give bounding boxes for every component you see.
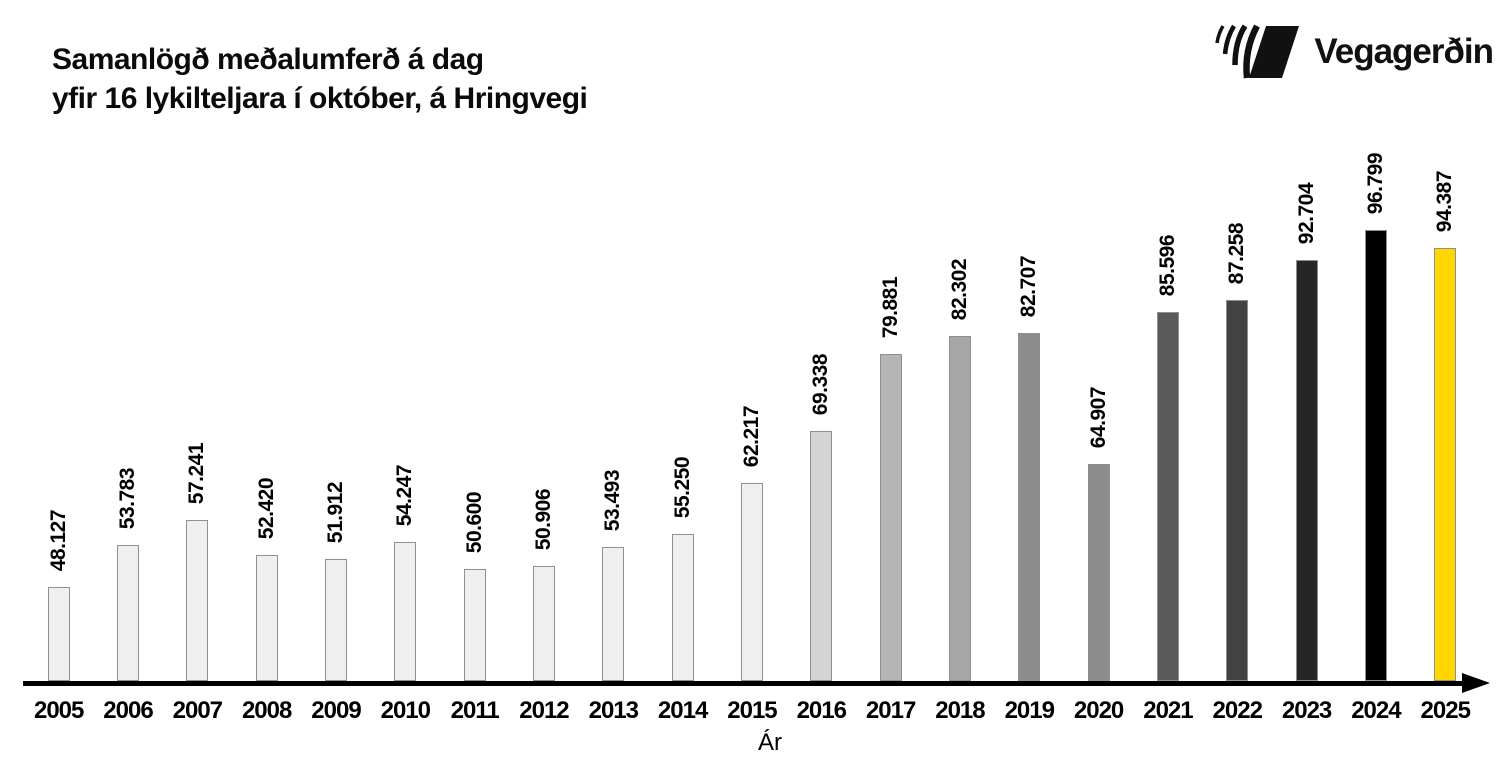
bar-column-2016: 69.338 (787, 130, 856, 681)
bar-plot-area: 48.127 53.783 57.241 52.420 51.912 54.247 50.6… (24, 130, 1480, 681)
bar-2006 (116, 545, 139, 681)
bar-2023 (1295, 260, 1318, 681)
bar-2018 (948, 336, 971, 681)
year-label-2019: 2019 (1004, 697, 1055, 724)
bar-value-label-2022: 87.258 (1225, 222, 1249, 284)
bar-value-label-2014: 55.250 (670, 456, 694, 518)
year-label-2009: 2009 (311, 697, 361, 724)
bar-2021 (1156, 312, 1179, 681)
chart-title-line1: Samanlögð meðalumferð á dag (52, 43, 484, 76)
year-label-2021: 2021 (1143, 697, 1193, 724)
bar-value-label-2008: 52.420 (254, 477, 278, 539)
year-label-2022: 2022 (1212, 697, 1263, 724)
x-axis-title: Ár (758, 729, 782, 756)
chart-title-line2: yfir 16 lykilteljara í október, á Hringv… (52, 82, 588, 115)
bar-column-2018: 82.302 (925, 130, 994, 681)
bar-column-2021: 85.596 (1133, 130, 1202, 681)
year-label-2007: 2007 (172, 697, 223, 724)
bar-value-label-2025: 94.387 (1433, 170, 1457, 232)
year-label-2008: 2008 (241, 697, 292, 724)
bar-column-2010: 54.247 (371, 130, 440, 681)
x-axis-line (23, 681, 1467, 686)
bar-2024 (1364, 230, 1387, 681)
bar-value-label-2021: 85.596 (1155, 234, 1179, 296)
bar-2015 (740, 483, 763, 681)
bar-2020 (1087, 464, 1110, 681)
bar-2010 (394, 542, 417, 681)
bar-value-label-2009: 51.912 (323, 481, 347, 543)
bar-2019 (1018, 333, 1041, 681)
bar-value-label-2010: 54.247 (393, 464, 417, 526)
bar-column-2023: 92.704 (1272, 130, 1341, 681)
bar-2012 (532, 566, 555, 681)
bar-2016 (810, 431, 833, 681)
bar-2005 (47, 587, 70, 681)
vegagerdin-logo: Vegagerðin (1208, 20, 1494, 84)
bar-value-label-2018: 82.302 (947, 258, 971, 320)
bar-value-label-2005: 48.127 (46, 509, 70, 571)
bar-value-label-2017: 79.881 (878, 276, 902, 338)
year-label-2006: 2006 (103, 697, 153, 724)
bar-2025 (1434, 248, 1457, 681)
year-label-2014: 2014 (657, 697, 708, 724)
bar-column-2008: 52.420 (232, 130, 301, 681)
bar-2011 (463, 569, 486, 681)
bar-value-label-2020: 64.907 (1086, 386, 1110, 448)
bar-column-2005: 48.127 (24, 130, 93, 681)
vegagerdin-logo-icon (1215, 24, 1300, 79)
bar-value-label-2011: 50.600 (462, 491, 486, 553)
year-label-2017: 2017 (865, 697, 916, 724)
bar-value-label-2006: 53.783 (115, 467, 139, 529)
vegagerdin-logo-text: Vegagerðin (1314, 32, 1494, 71)
bar-column-2019: 82.707 (995, 130, 1064, 681)
bar-value-label-2019: 82.707 (1017, 255, 1041, 317)
bar-value-label-2016: 69.338 (809, 353, 833, 415)
year-label-2025: 2025 (1420, 697, 1471, 724)
bar-value-label-2024: 96.799 (1363, 152, 1387, 214)
year-label-2013: 2013 (588, 697, 639, 724)
bar-2008 (255, 555, 278, 681)
bar-2007 (186, 520, 209, 681)
bar-column-2012: 50.906 (509, 130, 578, 681)
bar-column-2020: 64.907 (1064, 130, 1133, 681)
year-label-2018: 2018 (935, 697, 985, 724)
bar-value-label-2007: 57.241 (185, 442, 209, 504)
year-label-2023: 2023 (1281, 697, 1332, 724)
bar-column-2022: 87.258 (1203, 130, 1272, 681)
bar-2017 (879, 354, 902, 681)
bar-column-2013: 53.493 (579, 130, 648, 681)
bar-column-2024: 96.799 (1341, 130, 1410, 681)
bar-value-label-2013: 53.493 (601, 469, 625, 531)
bar-column-2011: 50.600 (440, 130, 509, 681)
bar-column-2015: 62.217 (717, 130, 786, 681)
x-axis-tick-labels: 2005 2006 2007 2008 2009 2010 2011 2012 2013 2014… (24, 697, 1480, 725)
bar-value-label-2015: 62.217 (739, 405, 763, 467)
bar-column-2014: 55.250 (648, 130, 717, 681)
bar-column-2006: 53.783 (93, 130, 162, 681)
bar-column-2017: 79.881 (856, 130, 925, 681)
bar-column-2025: 94.387 (1411, 130, 1480, 681)
bar-2014 (671, 534, 694, 681)
bar-column-2007: 57.241 (163, 130, 232, 681)
bar-2009 (324, 559, 347, 681)
year-label-2011: 2011 (450, 697, 500, 724)
bar-2022 (1226, 300, 1249, 681)
year-label-2024: 2024 (1351, 697, 1401, 724)
year-label-2020: 2020 (1073, 697, 1124, 724)
x-axis-arrow-icon (1462, 673, 1490, 693)
year-label-2010: 2010 (380, 697, 431, 724)
year-label-2016: 2016 (796, 697, 847, 724)
bar-2013 (602, 547, 625, 681)
year-label-2012: 2012 (519, 697, 569, 724)
bar-value-label-2023: 92.704 (1294, 182, 1318, 244)
bar-value-label-2012: 50.906 (531, 488, 555, 550)
year-label-2005: 2005 (33, 697, 84, 724)
chart-title: Samanlögð meðalumferð á dag yfir 16 lyki… (52, 40, 588, 118)
bar-column-2009: 51.912 (301, 130, 370, 681)
year-label-2015: 2015 (727, 697, 777, 724)
